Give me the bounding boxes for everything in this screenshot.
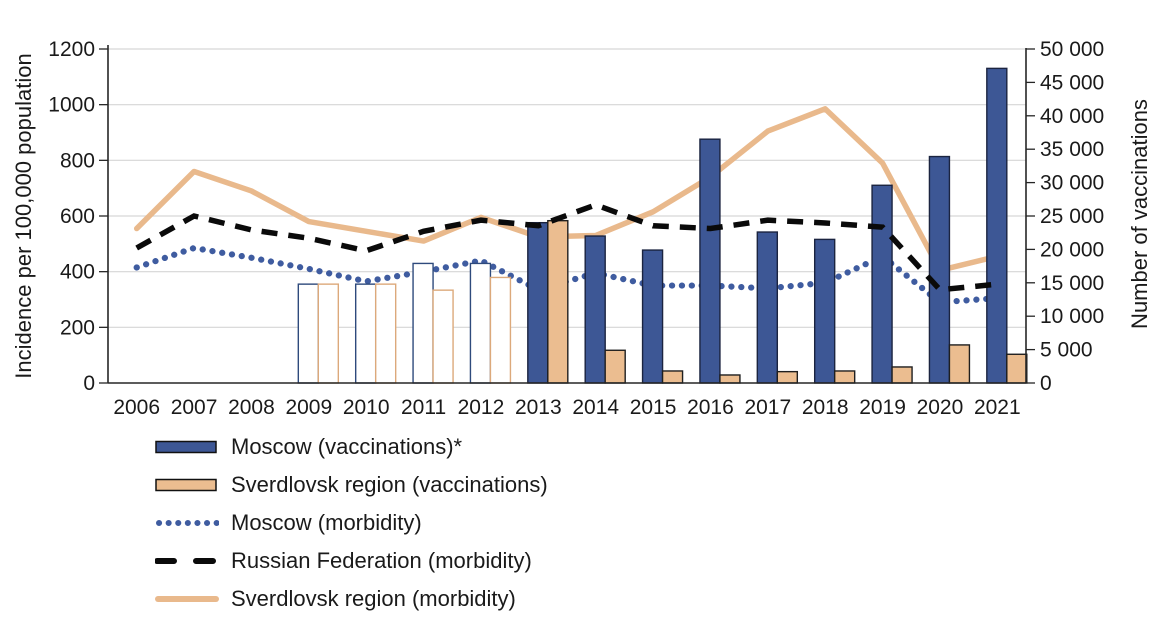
legend-item-moscow-morbidity: Moscow (morbidity) [155,504,548,542]
x-tick-label: 2015 [630,396,677,419]
line-russian-federation-morbidity [135,201,998,293]
bar-moscow-2021 [986,67,1008,384]
bar-moscow-2011 [412,262,434,384]
bars-moscow-vaccinations [297,67,1008,384]
x-tick-label: 2006 [113,396,160,419]
left-tick-label: 1000 [48,94,95,117]
left-tick-label: 600 [60,205,95,228]
bar-sverdlovsk-2018 [833,370,856,384]
x-tick-label: 2016 [687,396,734,419]
x-tick-label: 2012 [458,396,505,419]
bar-sverdlovsk-2020 [948,344,971,384]
left-tick-label: 800 [60,149,95,172]
x-tick-label: 2007 [171,396,218,419]
legend-item-rf-morbidity: Russian Federation (morbidity) [155,542,548,580]
left-tick-label: 200 [60,316,95,339]
bar-sverdlovsk-2021 [1006,353,1028,384]
bar-sverdlovsk-2009 [317,283,340,384]
bar-moscow-2020 [928,155,951,384]
x-tick-label: 2008 [228,396,275,419]
bar-moscow-2016 [699,138,721,384]
bar-sverdlovsk-2017 [776,370,799,384]
legend-label: Sverdlovsk region (morbidity) [231,586,516,611]
right-tick-label: 40 000 [1040,105,1104,128]
x-tick-label: 2010 [343,396,390,419]
right-tick-label: 45 000 [1040,71,1104,94]
legend-label: Moscow (vaccinations)* [231,434,463,459]
legend-item-moscow-vaccinations: Moscow (vaccinations)* [155,428,548,466]
bar-moscow-2017 [756,231,779,384]
axes [99,45,1035,384]
legend-label: Russian Federation (morbidity) [231,548,532,573]
x-tick-label: 2018 [802,396,849,419]
left-tick-label: 0 [83,372,95,395]
bar-moscow-2013 [527,221,549,384]
bar-sverdlovsk-2012 [489,276,512,384]
right-tick-label: 10 000 [1040,305,1104,328]
right-tick-label: 25 000 [1040,205,1104,228]
bar-moscow-2019 [871,184,893,384]
right-tick-label: 0 [1040,372,1052,395]
legend-item-sverdlovsk-morbidity: Sverdlovsk region (morbidity) [155,580,548,618]
x-tick-label: 2013 [515,396,562,419]
bar-sverdlovsk-2011 [432,289,454,384]
legend-label: Sverdlovsk region (vaccinations) [231,472,548,497]
right-tick-label: 50 000 [1040,38,1104,61]
bar-sverdlovsk-2015 [661,370,684,384]
x-tick-label: 2014 [572,396,619,419]
bar-moscow-2014 [584,235,606,384]
x-tick-label: 2011 [401,396,446,419]
left-tick-label: 1200 [48,38,95,61]
bar-sverdlovsk-2019 [891,366,913,384]
right-axis-title: Number of vaccinations [1127,99,1152,329]
bar-sverdlovsk-2013 [547,219,569,384]
dashed-line-swatch-icon [155,553,219,569]
legend: Moscow (vaccinations)* Sverdlovsk region… [155,428,548,618]
bar-moscow-2009 [297,283,320,384]
bar-sverdlovsk-2014 [604,349,626,384]
bar-moscow-2010 [354,283,377,384]
legend-item-sverdlovsk-vaccinations: Sverdlovsk region (vaccinations) [155,466,548,504]
bar-sverdlovsk-2016 [719,374,741,384]
x-tick-label: 2009 [285,396,332,419]
x-tick-label: 2017 [744,396,791,419]
bar-moscow-2015 [641,249,664,384]
left-axis-title: Incidence per 100,000 population [11,53,36,379]
x-tick-label: 2019 [859,396,906,419]
right-tick-label: 35 000 [1040,138,1104,161]
dotted-line-swatch-icon [155,515,219,531]
right-tick-label: 15 000 [1040,272,1104,295]
axis-tick-labels: 0 200 400 600 800 1000 1200 0 5 000 10 000 15 000 2… [48,38,1104,419]
x-tick-label: 2021 [974,396,1021,419]
moscow-vaccinations-bar-swatch-icon [155,439,219,455]
bar-moscow-2018 [813,238,836,384]
bar-moscow-2012 [469,262,492,384]
chart-canvas: 0 200 400 600 800 1000 1200 0 5 000 10 000 15 000 2… [48,38,1104,419]
right-tick-label: 20 000 [1040,238,1104,261]
sverdlovsk-vaccinations-bar-swatch-icon [155,477,219,493]
right-tick-label: 30 000 [1040,172,1104,195]
solid-line-swatch-icon [155,591,219,607]
bar-sverdlovsk-2010 [374,283,397,384]
legend-label: Moscow (morbidity) [231,510,422,535]
x-tick-label: 2020 [917,396,964,419]
left-tick-label: 400 [60,261,95,284]
right-tick-label: 5 000 [1040,339,1093,362]
